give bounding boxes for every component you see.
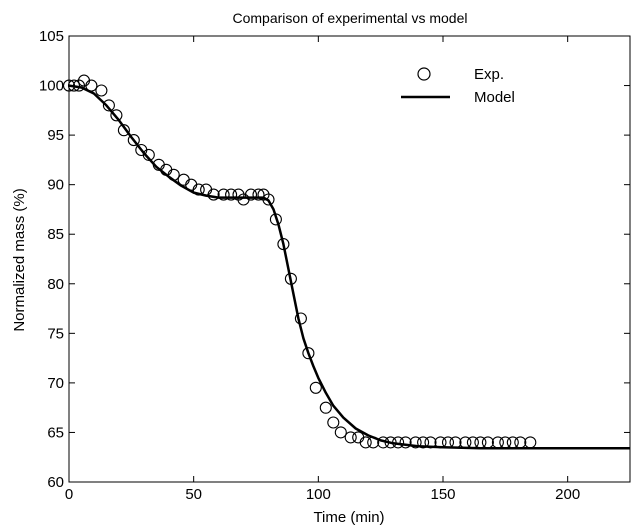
exp-data-point	[481, 436, 494, 449]
exp-data-point	[277, 238, 290, 251]
exp-data-point	[474, 436, 487, 449]
exp-data-point	[142, 148, 155, 161]
exp-data-point	[334, 426, 347, 439]
exp-data-point	[466, 436, 479, 449]
y-tick-label: 90	[47, 177, 64, 194]
x-tick-label: 150	[430, 486, 455, 503]
x-tick-label: 0	[65, 486, 73, 503]
exp-data-point	[524, 436, 537, 449]
exp-data-point	[262, 193, 275, 206]
exp-data-point	[110, 109, 123, 122]
exp-data-point	[409, 436, 422, 449]
legend-exp-marker	[417, 67, 431, 81]
exp-data-point	[506, 436, 519, 449]
exp-data-point	[367, 436, 380, 449]
exp-data-point	[399, 436, 412, 449]
exp-data-point	[217, 188, 230, 201]
exp-data-point	[327, 416, 340, 429]
x-tick-label: 200	[555, 486, 580, 503]
x-tick-label: 50	[185, 486, 202, 503]
exp-data-point	[225, 188, 238, 201]
exp-data-point	[167, 168, 180, 181]
x-tick-label: 100	[306, 486, 331, 503]
legend: Exp. Model	[401, 66, 515, 106]
exp-data-point	[392, 436, 405, 449]
exp-data-point	[85, 79, 98, 92]
legend-model-label: Model	[474, 89, 515, 106]
exp-data-point	[417, 436, 430, 449]
exp-data-point	[319, 401, 332, 414]
exp-data-point	[309, 381, 322, 394]
exp-data-point	[377, 436, 390, 449]
y-tick-label: 65	[47, 424, 64, 441]
exp-data-point	[284, 272, 297, 285]
exp-data-point	[294, 312, 307, 325]
exp-data-point	[207, 188, 220, 201]
exp-data-point	[302, 347, 315, 360]
exp-data-point	[344, 431, 357, 444]
exp-data-point	[491, 436, 504, 449]
y-axis-label: Normalized mass (%)	[11, 188, 28, 331]
exp-data-point	[514, 436, 527, 449]
exp-data-point	[192, 183, 205, 196]
exp-data-point	[67, 79, 81, 92]
exp-data-point	[269, 213, 282, 226]
y-tick-label: 105	[39, 28, 64, 45]
exp-data-point	[434, 436, 447, 449]
exp-data-point	[200, 183, 213, 196]
exp-data-point	[424, 436, 437, 449]
y-tick-label: 95	[47, 127, 64, 144]
exp-data-point	[244, 188, 258, 201]
exp-data-point	[117, 124, 130, 137]
exp-data-point	[449, 436, 462, 449]
y-axis: 60 65 70 75 80 85 90 95 100 105	[39, 28, 630, 491]
plot-frame	[68, 35, 631, 483]
y-tick-label: 70	[47, 375, 64, 392]
exp-data-point	[384, 436, 397, 449]
x-axis: 0 50 100 150 200	[65, 36, 580, 503]
y-tick-label: 85	[47, 226, 64, 243]
exp-data-point	[252, 188, 265, 201]
y-tick-label: 75	[47, 325, 64, 342]
exp-data-point	[459, 436, 472, 449]
y-tick-label: 100	[39, 78, 64, 95]
exp-data-point	[127, 134, 140, 147]
exp-data-point	[95, 84, 108, 97]
plot-area	[62, 35, 631, 483]
exp-data-point	[359, 436, 372, 449]
model-series-line	[68, 84, 630, 450]
y-tick-label: 60	[47, 474, 64, 491]
y-tick-label: 80	[47, 276, 64, 293]
exp-data-point	[185, 178, 198, 191]
chart-title: Comparison of experimental vs model	[233, 10, 468, 26]
exp-data-point	[352, 431, 365, 444]
exp-data-point	[102, 99, 115, 112]
exp-data-point	[177, 173, 190, 186]
x-axis-label: Time (min)	[313, 509, 384, 526]
legend-exp-label: Exp.	[474, 66, 504, 83]
exp-data-point	[499, 436, 512, 449]
exp-data-point	[441, 436, 455, 449]
